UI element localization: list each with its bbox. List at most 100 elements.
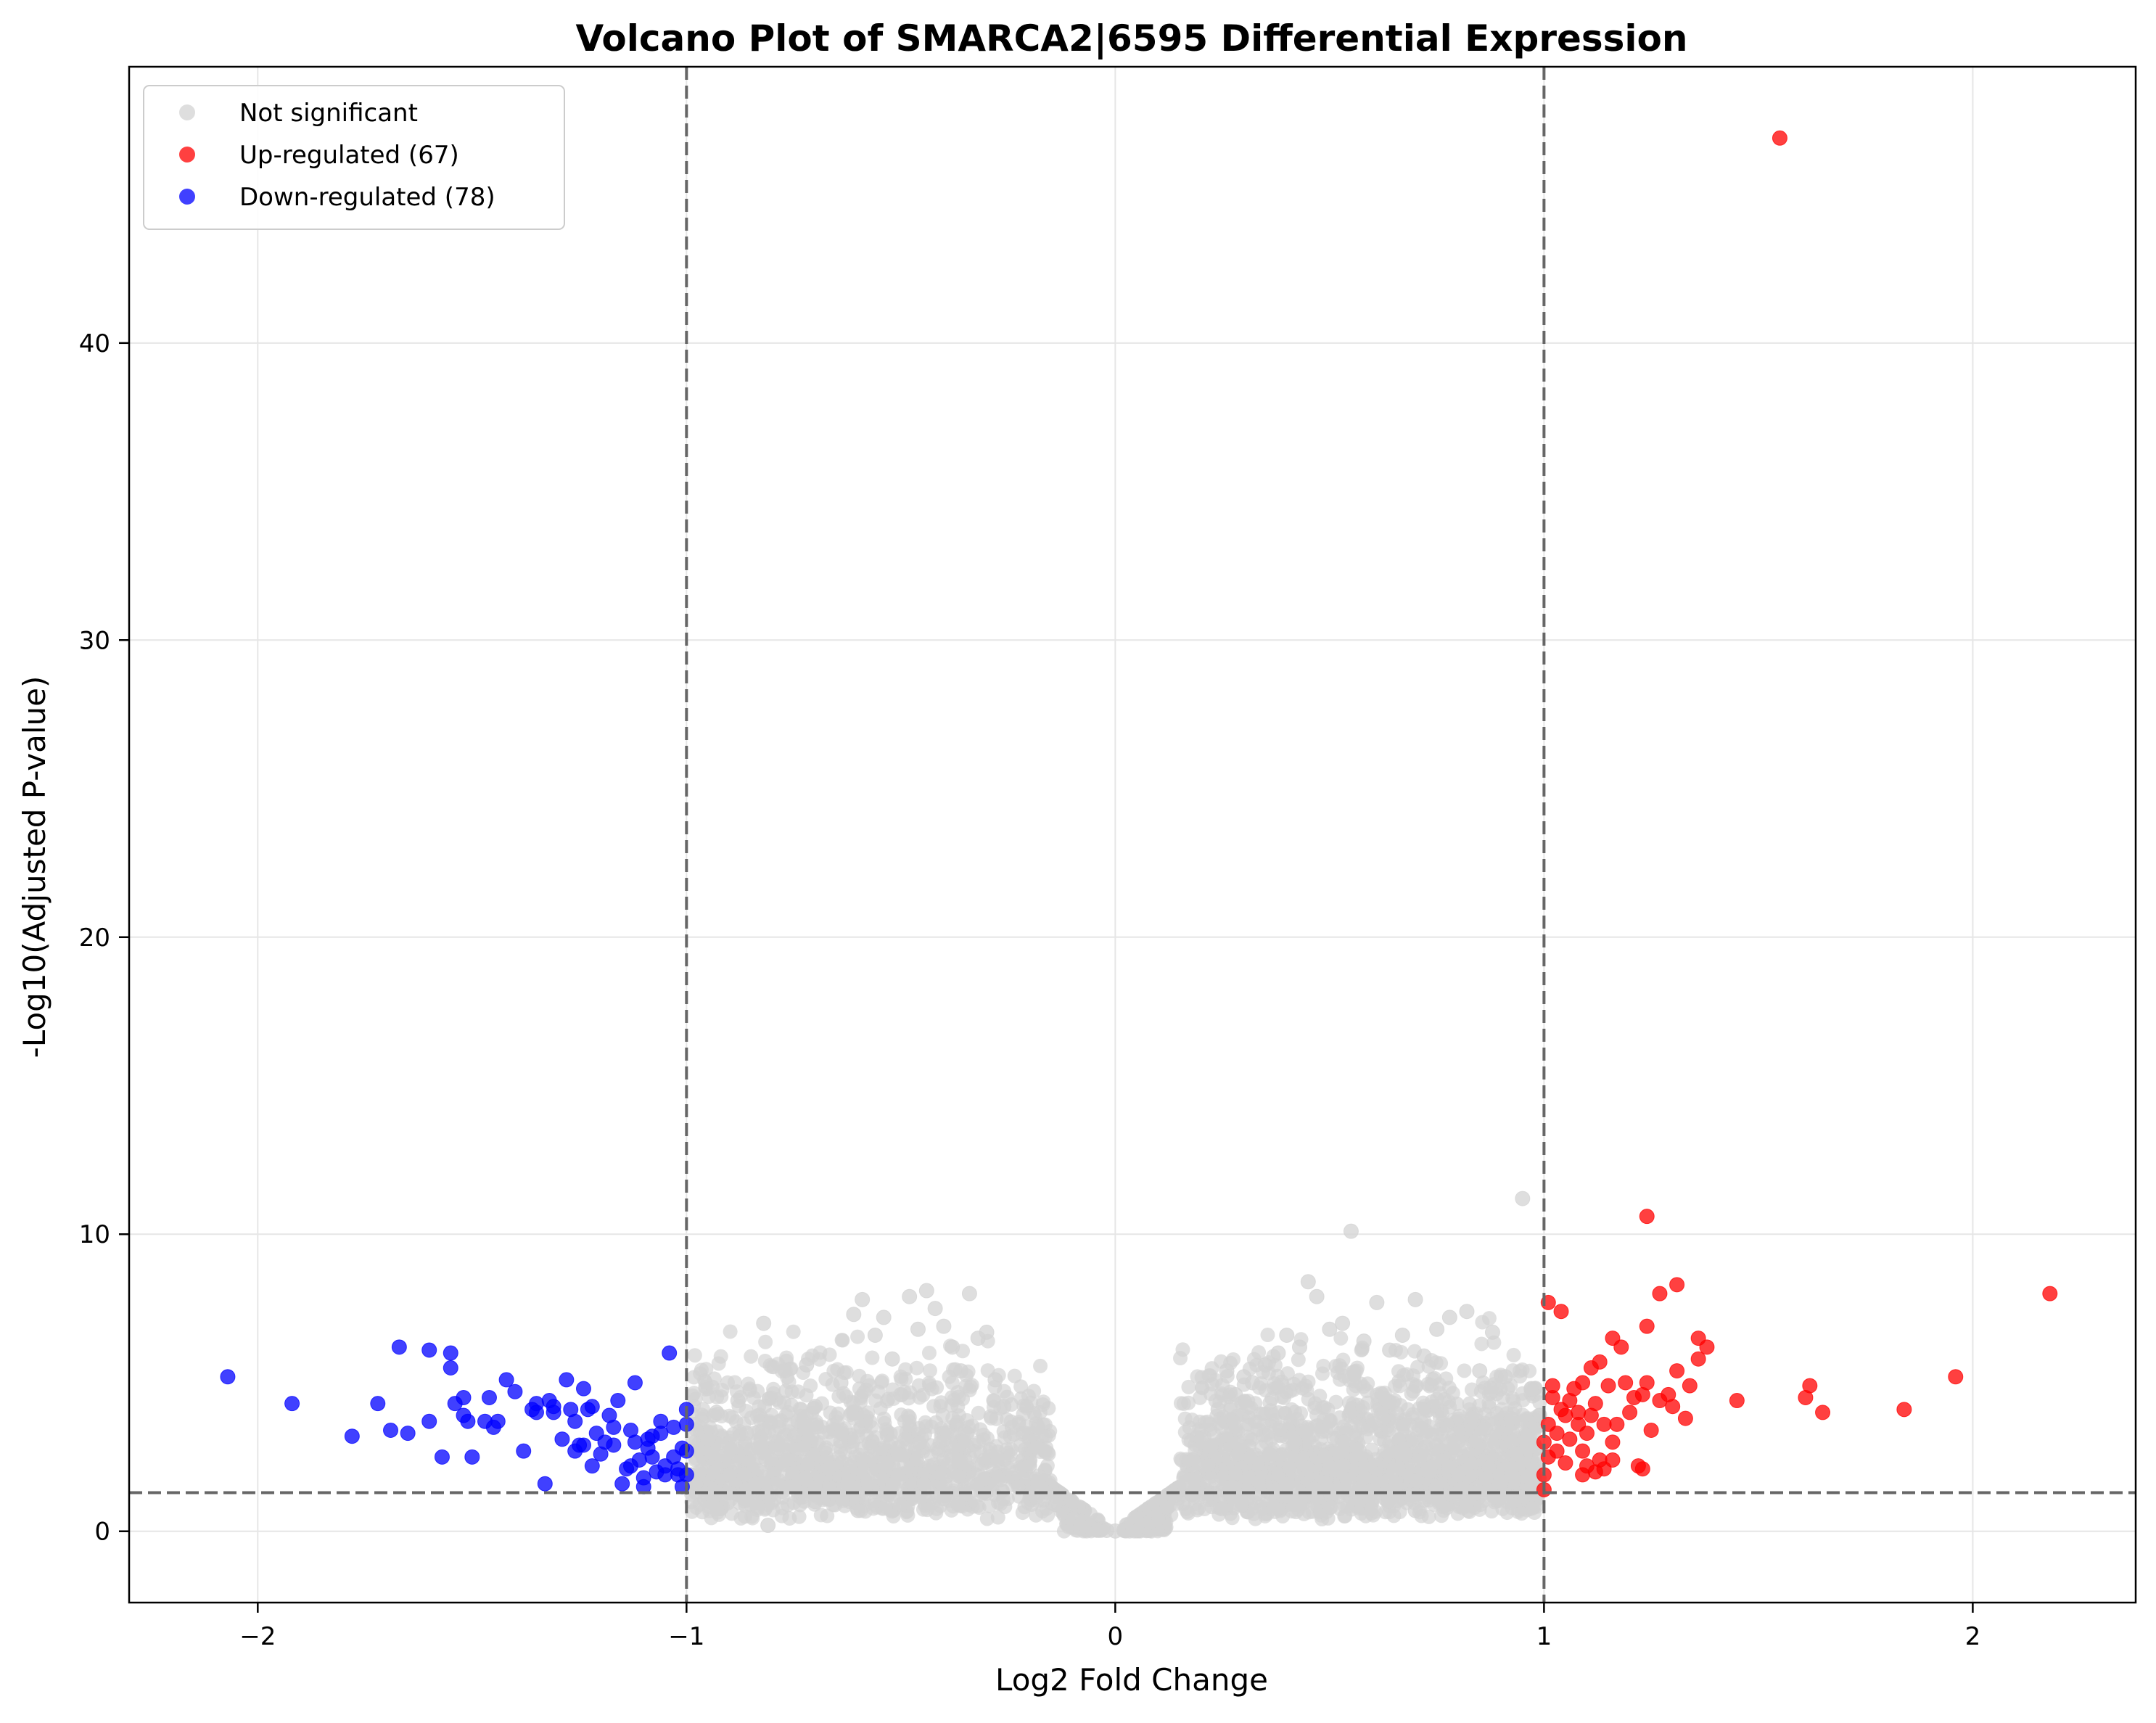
data-point-not-significant <box>757 1399 773 1414</box>
data-point <box>1244 1375 1260 1391</box>
data-point <box>1690 1351 1706 1367</box>
data-point-not-significant <box>1035 1442 1050 1457</box>
data-point <box>1227 1386 1243 1402</box>
data-point <box>434 1449 450 1465</box>
data-point-not-significant <box>1519 1439 1534 1455</box>
data-point <box>443 1360 458 1376</box>
data-point <box>1441 1309 1457 1325</box>
data-point-not-significant <box>1357 1471 1372 1486</box>
data-point <box>936 1318 952 1334</box>
data-point-not-significant <box>1503 1434 1518 1449</box>
data-point-not-significant <box>1339 1472 1354 1487</box>
data-point <box>1729 1393 1745 1409</box>
data-point-not-significant <box>1263 1403 1278 1418</box>
data-point-not-significant <box>989 1439 1004 1454</box>
data-point-not-significant <box>707 1371 722 1386</box>
data-point-not-significant <box>1033 1358 1048 1373</box>
data-point <box>1639 1318 1655 1334</box>
data-point <box>1579 1426 1595 1442</box>
data-point <box>1553 1304 1569 1320</box>
data-point <box>1523 1381 1539 1397</box>
data-point-not-significant <box>864 1420 879 1435</box>
data-point <box>1896 1402 1912 1418</box>
data-point-not-significant <box>1457 1363 1472 1378</box>
threshold-lines <box>129 67 2136 1603</box>
data-point-not-significant <box>1305 1481 1320 1497</box>
data-point <box>1279 1327 1295 1343</box>
data-point-not-significant <box>1435 1407 1450 1422</box>
data-point-not-significant <box>709 1501 725 1516</box>
data-point <box>1369 1294 1385 1310</box>
data-point-not-significant <box>1377 1444 1392 1459</box>
legend-label: Not significant <box>239 99 418 128</box>
x-tick-label: −1 <box>668 1622 704 1651</box>
data-point-not-significant <box>939 1425 955 1440</box>
data-point <box>1159 1500 1174 1516</box>
data-point-not-significant <box>835 1333 850 1348</box>
data-point-not-significant <box>1494 1402 1510 1417</box>
data-point-not-significant <box>921 1345 937 1360</box>
data-point <box>1579 1458 1595 1474</box>
data-point-not-significant <box>993 1496 1008 1511</box>
data-point-not-significant <box>787 1428 802 1443</box>
data-point-not-significant <box>1000 1460 1016 1476</box>
data-point <box>1394 1327 1410 1343</box>
data-point-not-significant <box>733 1510 749 1526</box>
data-point <box>799 1357 815 1373</box>
data-point-not-significant <box>713 1349 728 1364</box>
data-point <box>481 1389 497 1405</box>
data-point <box>1634 1461 1650 1477</box>
data-point-not-significant <box>687 1348 702 1363</box>
data-point-not-significant <box>862 1378 877 1393</box>
data-point <box>927 1301 943 1317</box>
data-point-not-significant <box>1346 1368 1362 1383</box>
data-point-not-significant <box>1235 1407 1251 1422</box>
data-point <box>464 1449 480 1465</box>
data-point-not-significant <box>922 1378 937 1393</box>
data-point-not-significant <box>1181 1379 1196 1394</box>
data-point <box>443 1345 458 1361</box>
data-point-not-significant <box>1011 1479 1026 1494</box>
data-point <box>1219 1363 1235 1379</box>
data-point-not-significant <box>686 1370 701 1385</box>
data-point-not-significant <box>786 1324 801 1339</box>
data-point <box>344 1428 360 1444</box>
data-point-not-significant <box>1272 1423 1288 1438</box>
grid-layer <box>129 67 2136 1603</box>
data-point-not-significant <box>1367 1452 1383 1467</box>
data-point-not-significant <box>1357 1451 1373 1466</box>
data-point <box>1669 1277 1685 1293</box>
data-point-not-significant <box>909 1360 924 1375</box>
data-point-not-significant <box>1439 1500 1455 1516</box>
data-point-not-significant <box>1177 1411 1193 1426</box>
data-point <box>1429 1321 1445 1337</box>
data-point-not-significant <box>1292 1373 1307 1388</box>
data-point <box>1322 1500 1338 1516</box>
data-point <box>1185 1452 1201 1468</box>
data-point-not-significant <box>1225 1510 1240 1526</box>
data-point-not-significant <box>742 1381 757 1397</box>
data-point <box>653 1426 669 1442</box>
data-point-not-significant <box>791 1509 807 1524</box>
data-point-not-significant <box>692 1497 707 1512</box>
data-point <box>1583 1360 1599 1376</box>
data-point-not-significant <box>1194 1370 1209 1385</box>
data-point-not-significant <box>890 1468 905 1483</box>
data-point-not-significant <box>909 1452 924 1467</box>
data-point <box>456 1389 472 1405</box>
data-point-not-significant <box>1291 1352 1306 1368</box>
data-point <box>1322 1321 1338 1337</box>
data-point-not-significant <box>1391 1373 1407 1389</box>
data-point <box>1609 1416 1625 1432</box>
data-point-not-significant <box>1381 1494 1396 1509</box>
data-point-not-significant <box>1299 1424 1314 1439</box>
data-point <box>867 1327 883 1343</box>
data-point <box>644 1449 660 1465</box>
data-point <box>1618 1375 1634 1391</box>
data-point <box>961 1286 977 1301</box>
data-point-not-significant <box>997 1383 1012 1399</box>
data-point <box>1005 1419 1021 1435</box>
data-point <box>765 1452 781 1468</box>
data-point <box>884 1351 900 1367</box>
